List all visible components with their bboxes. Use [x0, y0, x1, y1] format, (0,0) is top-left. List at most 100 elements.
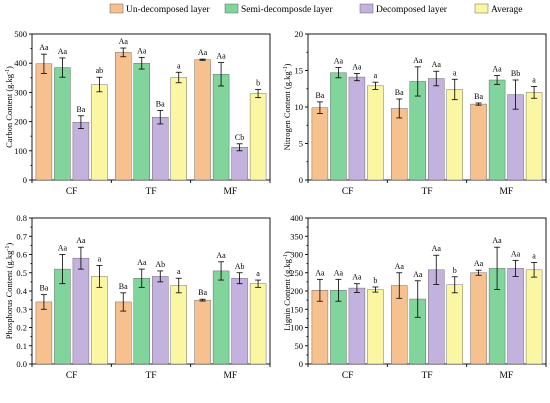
bar-tf-series-2	[133, 63, 150, 181]
significance-label: Aa	[413, 270, 423, 279]
legend-swatch	[109, 3, 124, 14]
y-tick-label: 0.5	[16, 268, 27, 278]
bar-mf-series-2	[212, 270, 230, 365]
legend-item-4: Average	[474, 3, 522, 15]
y-tick-label: 0	[23, 175, 27, 185]
y-axis-label: Lignin Content (g.kg-1)	[282, 251, 292, 331]
bar-mf-series-4	[525, 269, 543, 365]
legend-label: Decomposed layer	[376, 5, 448, 15]
significance-label: Ba	[156, 100, 165, 109]
bar-cf-series-2	[330, 72, 347, 181]
significance-label: Ab	[235, 262, 245, 271]
y-tick-label: 0.7	[16, 231, 27, 241]
y-axis-label-end: )	[282, 63, 292, 66]
legend-swatch	[474, 3, 489, 14]
y-tick-label: 250	[290, 268, 303, 278]
bar-cf-series-2	[54, 67, 71, 181]
significance-label: Aa	[492, 65, 502, 74]
x-category-label: TF	[421, 187, 432, 197]
significance-label: Aa	[334, 57, 344, 66]
significance-label: Aa	[352, 273, 362, 282]
x-category-label: TF	[421, 371, 432, 381]
y-tick-label: 0.4	[16, 286, 27, 296]
y-axis-label-end: )	[4, 243, 14, 246]
y-tick-label: 20	[295, 29, 304, 39]
phosphorus-content-chart: 0.0 0.1 0.2 0.3 0.4 0.5 0.6 0.7 0.8 Phosphorus Co…	[4, 213, 271, 381]
y-axis-label-sup: -1	[283, 254, 289, 259]
y-axis-label-main: Lignin Content (g.kg	[282, 258, 292, 330]
bar-tf-series-1	[391, 108, 408, 181]
y-tick-label: 200	[14, 117, 27, 127]
bar-mf-series-4	[249, 283, 267, 365]
x-category-label: TF	[145, 371, 156, 381]
significance-label: Aa	[432, 60, 442, 69]
nitrogen-content-chart: 0 5 10 15 20 Nitrogen Content (g.kg-1) CF Ba Aa A…	[282, 29, 547, 197]
legend-label: Un-decomposed layer	[126, 5, 210, 15]
y-axis-label-sup: -1	[283, 66, 289, 71]
bar-tf-series-4	[446, 284, 463, 365]
bar-tf-series-3	[428, 78, 445, 181]
bar-cf-series-1	[35, 301, 53, 365]
bar-tf-series-3	[152, 117, 169, 181]
bar-cf-series-4	[367, 289, 384, 365]
y-axis-label-end: )	[282, 251, 292, 254]
significance-label: Aa	[352, 62, 362, 71]
bar-tf-series-4	[170, 77, 187, 181]
bar-mf-series-3	[507, 268, 524, 365]
bar-mf-series-1	[470, 103, 487, 181]
significance-label: Aa	[198, 48, 208, 57]
y-tick-label: 0.6	[16, 250, 27, 260]
y-tick-label: 300	[290, 250, 303, 260]
significance-label: Aa	[119, 37, 129, 46]
bar-mf-series-2	[212, 74, 230, 181]
x-category-label: CF	[342, 187, 354, 197]
significance-label: a	[532, 76, 536, 85]
legend: Un-decomposed layer Semi-decomposde layer…	[109, 3, 522, 15]
bar-mf-series-1	[194, 299, 211, 365]
significance-label: Ba	[198, 288, 207, 297]
significance-label: b	[256, 78, 260, 87]
bar-cf-series-3	[72, 257, 90, 365]
bar-cf-series-1	[311, 107, 329, 181]
significance-label: Ba	[39, 284, 48, 293]
bar-cf-series-4	[367, 85, 384, 181]
x-category-label: MF	[499, 187, 513, 197]
x-category-label: CF	[342, 371, 354, 381]
y-tick-label: 150	[290, 304, 303, 314]
y-tick-label: 0	[299, 359, 303, 369]
significance-label: Aa	[76, 236, 86, 245]
y-tick-label: 10	[295, 102, 304, 112]
significance-label: a	[453, 68, 457, 77]
significance-label: Ba	[474, 92, 483, 101]
y-tick-label: 5	[299, 139, 303, 149]
y-axis-label-main: Nitrogen Content (g.kg	[282, 71, 292, 151]
y-axis-label-main: Phosphorus Content (g.kg	[4, 250, 14, 339]
significance-label: a	[177, 61, 181, 70]
bar-mf-series-1	[194, 59, 211, 181]
significance-label: Ba	[76, 105, 85, 114]
y-axis-label-sup: -1	[5, 69, 11, 74]
significance-label: Ba	[119, 282, 128, 291]
legend-item-1: Un-decomposed layer	[109, 3, 210, 15]
significance-label: Bb	[511, 69, 520, 78]
y-axis-label: Phosphorus Content (g.kg-1)	[4, 243, 14, 340]
significance-label: Aa	[492, 236, 502, 245]
bar-cf-series-1	[35, 63, 53, 181]
y-tick-label: 0	[299, 175, 303, 185]
x-category-label: CF	[66, 371, 78, 381]
significance-label: Ba	[315, 91, 324, 100]
x-category-label: MF	[499, 371, 513, 381]
significance-label: b	[373, 276, 377, 285]
significance-label: b	[453, 266, 457, 275]
significance-label: a	[256, 269, 260, 278]
significance-label: Aa	[58, 47, 68, 56]
significance-label: Aa	[315, 268, 325, 277]
y-axis-label-main: Carbon Content (g.kg	[4, 73, 14, 148]
significance-label: Aa	[334, 268, 344, 277]
x-category-label: CF	[66, 187, 78, 197]
legend-label: Average	[491, 5, 522, 15]
significance-label: a	[98, 254, 102, 263]
bar-cf-series-4	[91, 276, 108, 365]
